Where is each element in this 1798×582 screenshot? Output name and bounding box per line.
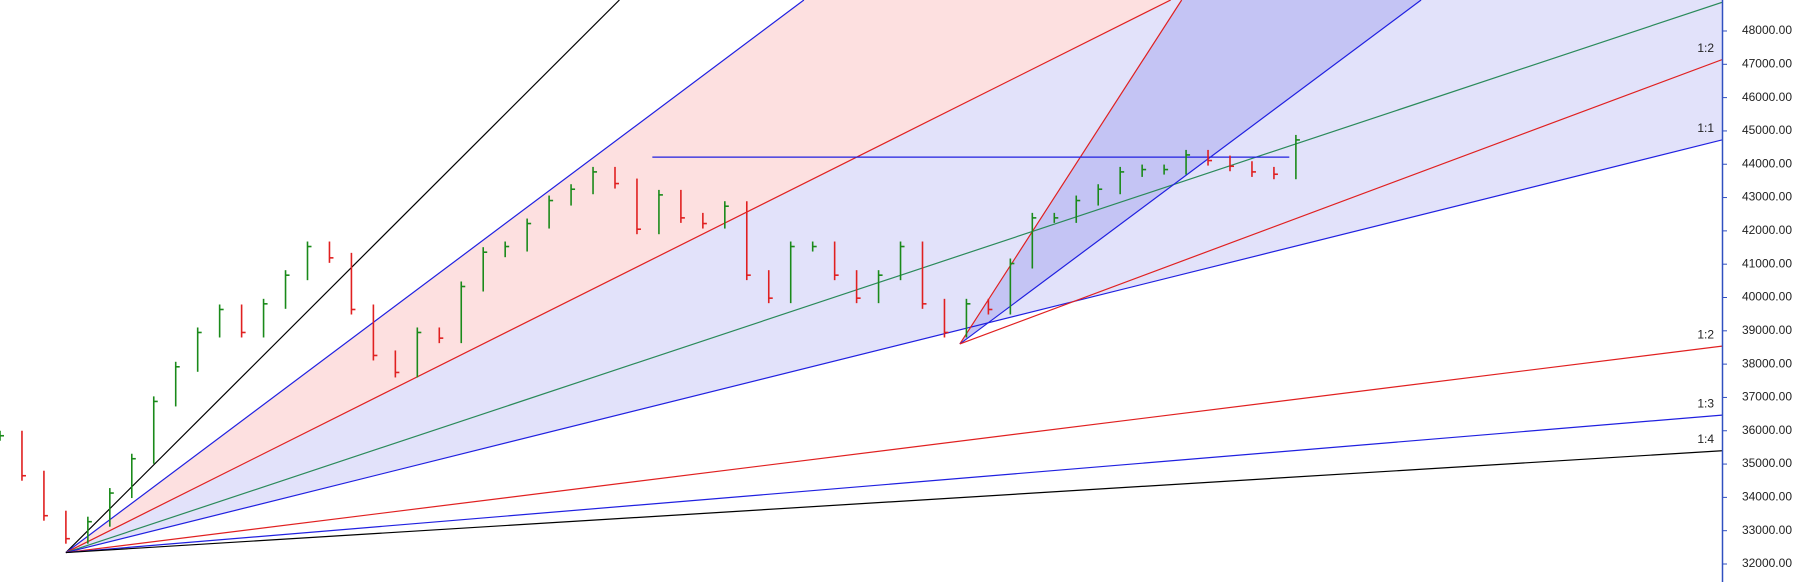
y-tick-label: 39000.00 (1742, 323, 1792, 337)
y-tick-label: 32000.00 (1742, 556, 1792, 570)
fan-line (65, 1, 1722, 554)
y-tick-label: 42000.00 (1742, 223, 1792, 237)
fan-line (65, 450, 1722, 554)
price-axis: 32000.00 33000.00 34000.00 35000.00 36000.00… (1721, 0, 1798, 582)
y-tick-label: 47000.00 (1742, 56, 1792, 70)
y-tick-label: 38000.00 (1742, 356, 1792, 370)
y-tick-label: 43000.00 (1742, 190, 1792, 204)
fan-line (959, 0, 1422, 345)
fan-label: 1:1 (1697, 121, 1714, 135)
y-tick-label: 48000.00 (1742, 23, 1792, 37)
y-tick-label: 36000.00 (1742, 423, 1792, 437)
y-tick-label: 35000.00 (1742, 456, 1792, 470)
y-tick-label: 37000.00 (1742, 390, 1792, 404)
axis-background (1722, 0, 1798, 582)
fan-line (65, 345, 1722, 554)
fan-line (959, 59, 1722, 345)
fan-line (65, 0, 620, 554)
fan-line (65, 0, 1171, 554)
fan-line (65, 0, 805, 554)
y-tick-label: 41000.00 (1742, 256, 1792, 270)
y-tick-label: 46000.00 (1742, 90, 1792, 104)
y-tick-label: 44000.00 (1742, 156, 1792, 170)
fan-line (65, 139, 1722, 554)
fan-line (959, 0, 1183, 345)
y-tick-label: 45000.00 (1742, 123, 1792, 137)
y-tick-label: 40000.00 (1742, 290, 1792, 304)
fan-label: 1:2 (1697, 327, 1714, 341)
fan-lines: 1:1 1:2 1:3 1:4 1:2 (65, 0, 1722, 554)
y-tick-label: 33000.00 (1742, 523, 1792, 537)
fan-label: 1:3 (1697, 396, 1714, 410)
fan-line (65, 414, 1722, 554)
fan-fills (65, 0, 1722, 553)
y-tick-label: 34000.00 (1742, 490, 1792, 504)
fan-label: 1:4 (1697, 432, 1714, 446)
price-bars (0, 134, 1300, 544)
fan-label: 1:2 (1697, 41, 1714, 55)
